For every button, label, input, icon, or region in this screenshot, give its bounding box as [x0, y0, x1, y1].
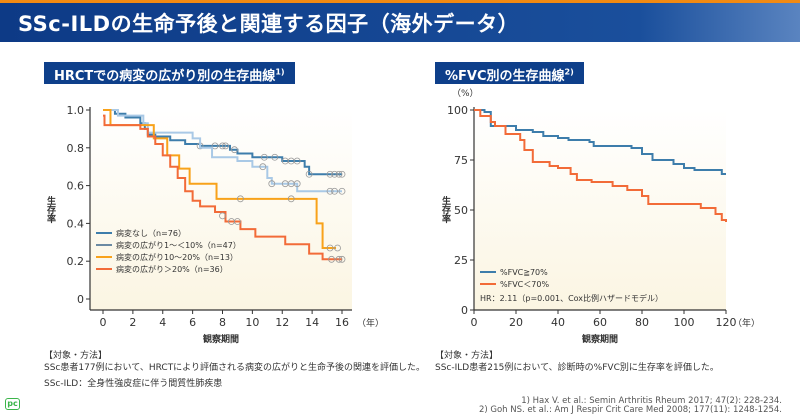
censor-mark [268, 180, 276, 188]
censor-mark [326, 187, 334, 195]
x-tick-label: 60 [593, 316, 607, 329]
x-tick-label: 100 [674, 316, 695, 329]
censor-mark [287, 195, 295, 203]
censor-mark [293, 180, 301, 188]
survival-curve [474, 109, 726, 175]
y-tick-label: 50 [454, 204, 468, 217]
censor-mark [211, 142, 219, 150]
y-tick-label: 75 [454, 154, 468, 167]
x-tick-label: 20 [509, 316, 523, 329]
censor-mark [234, 218, 241, 225]
legend-label: 病変なし（n=76） [116, 228, 186, 238]
right-method-text: SSc-ILD患者215例において、診断時の%FVC別に生存率を評価した。 [435, 363, 719, 373]
x-tick-label: 2 [129, 316, 136, 329]
x-axis-label: 観察期間 [203, 333, 239, 345]
page-title: SSc-ILDの生命予後と関連する因子（海外データ） [18, 12, 520, 36]
censor-mark [326, 244, 334, 252]
censor-mark [231, 146, 238, 154]
censor-mark [260, 153, 268, 161]
right-method-heading: 【対象・方法】 [435, 351, 499, 361]
x-unit: （年） [733, 317, 760, 329]
y-tick-label: 0.2 [67, 255, 85, 268]
y-tick-label: 0.4 [67, 217, 85, 230]
legend-label: 病変の広がり＞20%（n=36） [116, 264, 228, 274]
page-header: SSc-ILDの生命予後と関連する因子（海外データ） [0, 0, 800, 42]
y-unit: （%） [452, 88, 479, 99]
x-tick-label: 16 [335, 316, 349, 329]
censor-mark [293, 157, 301, 165]
censor-mark [334, 244, 341, 252]
legend-label: 病変の広がり10～20%（n=13） [116, 252, 238, 262]
censor-mark [237, 195, 244, 203]
x-unit: （年） [357, 317, 384, 329]
censor-mark [259, 163, 267, 171]
reference-1: 1) Hax V. et al.: Semin Arthritis Rheum … [521, 396, 782, 406]
y-tick-label: 25 [454, 254, 468, 267]
censor-mark [335, 170, 343, 178]
censor-mark [338, 170, 346, 178]
x-tick-label: 14 [305, 316, 319, 329]
hr-text: HR：2.11（p=0.001、Cox比例ハザードモデル） [480, 294, 664, 303]
censor-mark [338, 187, 346, 195]
pc-logo: pc [5, 398, 20, 410]
y-tick-label: 0 [461, 304, 468, 317]
y-tick-label: 100 [447, 104, 468, 117]
censor-mark [219, 212, 226, 220]
censor-mark [305, 170, 313, 178]
censor-mark [338, 255, 346, 263]
survival-curve [103, 114, 342, 261]
survival-curve [474, 109, 727, 222]
censor-mark [331, 170, 338, 178]
x-tick-label: 0 [471, 316, 478, 329]
y-tick-label: 0.8 [67, 142, 85, 155]
y-tick-label: 1.0 [67, 104, 85, 117]
left-section-title: HRCTでの病変の広がり別の生存曲線1) [44, 62, 295, 84]
left-method-text: SSc患者177例において、HRCTにより評価される病変の広がりと生命予後の関連… [44, 363, 426, 373]
x-tick-label: 0 [100, 316, 107, 329]
x-tick-label: 10 [245, 316, 259, 329]
left-method-heading: 【対象・方法】 [44, 351, 108, 361]
x-tick-label: 6 [189, 316, 196, 329]
x-tick-label: 4 [159, 316, 166, 329]
x-tick-label: 80 [635, 316, 649, 329]
survival-curve [103, 109, 342, 193]
survival-curve [103, 109, 337, 249]
censor-mark [331, 187, 338, 195]
left-note: SSc-ILD：全身性強皮症に伴う間質性肺疾患 [44, 379, 223, 389]
censor-mark [219, 142, 226, 150]
y-axis-label: 生存率 [45, 195, 56, 224]
x-tick-label: 40 [551, 316, 565, 329]
censor-mark [326, 170, 334, 178]
right-section-title: %FVC別の生存曲線2) [435, 62, 584, 84]
x-tick-label: 12 [275, 316, 289, 329]
x-tick-label: 120 [716, 316, 737, 329]
reference-2: 2) Goh NS. et al.: Am J Respir Crit Care… [478, 405, 782, 415]
x-tick-label: 8 [219, 316, 226, 329]
censor-mark [335, 255, 343, 263]
y-axis-label: 生存率 [440, 195, 451, 224]
censor-mark [271, 153, 279, 161]
plot-background [90, 110, 352, 310]
legend-label: %FVC＜70% [500, 280, 549, 289]
censor-mark [328, 255, 335, 263]
plot-background [474, 110, 726, 310]
y-tick-label: 0 [77, 293, 84, 306]
legend-label: %FVC≧70% [500, 268, 548, 277]
censor-mark [222, 142, 229, 150]
legend-label: 病変の広がり1～＜10%（n=47） [116, 240, 241, 250]
y-tick-label: 0.6 [67, 180, 85, 193]
x-axis-label: 観察期間 [582, 333, 618, 345]
